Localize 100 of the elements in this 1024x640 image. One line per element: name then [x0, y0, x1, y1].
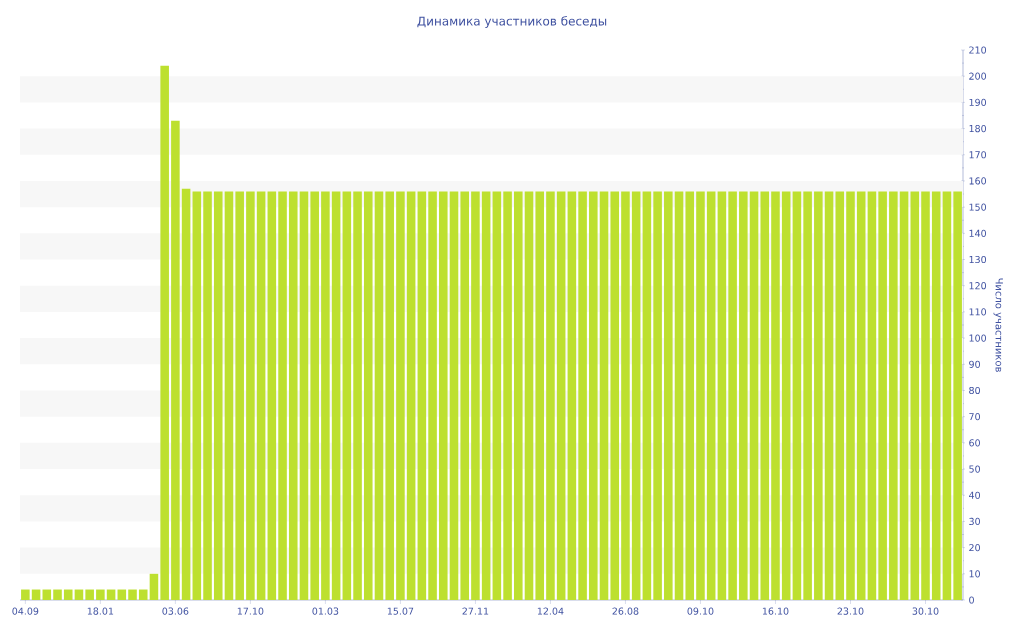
y-tick-label: 170: [969, 151, 987, 159]
bar: [524, 191, 534, 600]
bar: [374, 191, 384, 600]
bar: [428, 191, 437, 600]
bar: [192, 191, 202, 600]
bar: [535, 191, 545, 600]
x-tick-label: 15.07: [387, 607, 414, 615]
bar: [942, 191, 952, 600]
bar: [492, 191, 502, 600]
y-tick-label: 0: [969, 596, 974, 604]
bar: [792, 191, 802, 600]
bar: [889, 191, 898, 600]
bar: [931, 191, 941, 600]
bar: [546, 191, 555, 600]
bar: [246, 191, 255, 600]
y-tick-label: 70: [969, 413, 980, 421]
bar: [342, 191, 352, 600]
bar: [910, 191, 920, 600]
bar: [846, 191, 855, 600]
x-tick-label: 30.10: [912, 607, 939, 615]
bar: [856, 191, 866, 600]
bar: [717, 191, 727, 600]
bar: [21, 589, 30, 600]
bar: [213, 191, 223, 600]
bar: [567, 191, 577, 600]
bar: [53, 589, 62, 600]
bar: [267, 191, 277, 600]
bar: [867, 191, 877, 600]
bar: [556, 191, 566, 600]
bar: [589, 191, 598, 600]
bar: [278, 191, 287, 600]
y-tick-label: 190: [969, 98, 987, 106]
bar: [449, 191, 459, 600]
bar: [310, 191, 319, 600]
x-tick-label: 17.10: [237, 607, 264, 615]
bar: [696, 191, 705, 600]
bar: [256, 191, 266, 600]
bar: [353, 191, 362, 600]
x-tick-label: 27.11: [462, 607, 489, 615]
bar: [181, 188, 191, 600]
bar: [621, 191, 630, 600]
bar: [235, 191, 244, 600]
bar: [128, 589, 137, 600]
x-tick-label: 16.10: [762, 607, 789, 615]
bar: [578, 191, 587, 600]
bar: [653, 191, 662, 600]
bar: [85, 589, 94, 600]
y-axis-title: Число участников: [993, 278, 1003, 372]
bar: [417, 191, 427, 600]
bar: [899, 191, 909, 600]
x-tick-label: 09.10: [687, 607, 714, 615]
x-tick-label: 04.09: [12, 607, 39, 615]
y-tick-label: 20: [969, 544, 980, 552]
bar: [781, 191, 791, 600]
x-tick-label: 03.06: [162, 607, 189, 615]
bar: [203, 191, 212, 600]
bar: [706, 191, 716, 600]
bar: [642, 191, 652, 600]
y-tick-label: 110: [969, 308, 987, 316]
y-tick-label: 130: [969, 255, 987, 264]
x-tick-label: 01.03: [312, 607, 339, 615]
bar: [171, 120, 180, 600]
bar: [664, 191, 673, 600]
bar: [599, 191, 609, 600]
bar: [728, 191, 737, 600]
bar: [803, 191, 812, 600]
bar: [385, 191, 394, 600]
y-tick-label: 120: [969, 282, 987, 290]
x-tick-label: 26.08: [612, 607, 639, 615]
y-tick-label: 180: [969, 124, 987, 133]
y-tick-label: 30: [969, 517, 980, 526]
bar: [610, 191, 620, 600]
bar: [749, 191, 759, 600]
bar: [921, 191, 930, 600]
y-tick-label: 50: [969, 465, 980, 473]
bar: [878, 191, 887, 600]
bar: [288, 191, 298, 600]
bar: [953, 191, 962, 600]
bar: [331, 191, 341, 600]
bar: [514, 191, 523, 600]
bar: [96, 589, 105, 600]
bar: [771, 191, 780, 600]
y-tick-label: 210: [969, 46, 987, 54]
bar: [471, 191, 480, 600]
bar: [138, 589, 148, 600]
bar: [321, 191, 330, 600]
y-tick-label: 10: [969, 570, 980, 578]
bar: [460, 191, 469, 600]
bar: [481, 191, 491, 600]
bar: [824, 191, 834, 600]
bar: [160, 65, 169, 600]
bar: [503, 191, 512, 600]
bar: [396, 191, 405, 600]
x-tick-label: 12.04: [537, 607, 564, 615]
bar: [760, 191, 770, 600]
y-tick-label: 160: [969, 177, 987, 185]
bar: [739, 191, 748, 600]
bar: [224, 191, 234, 600]
bar: [685, 191, 695, 600]
bar: [631, 191, 641, 600]
